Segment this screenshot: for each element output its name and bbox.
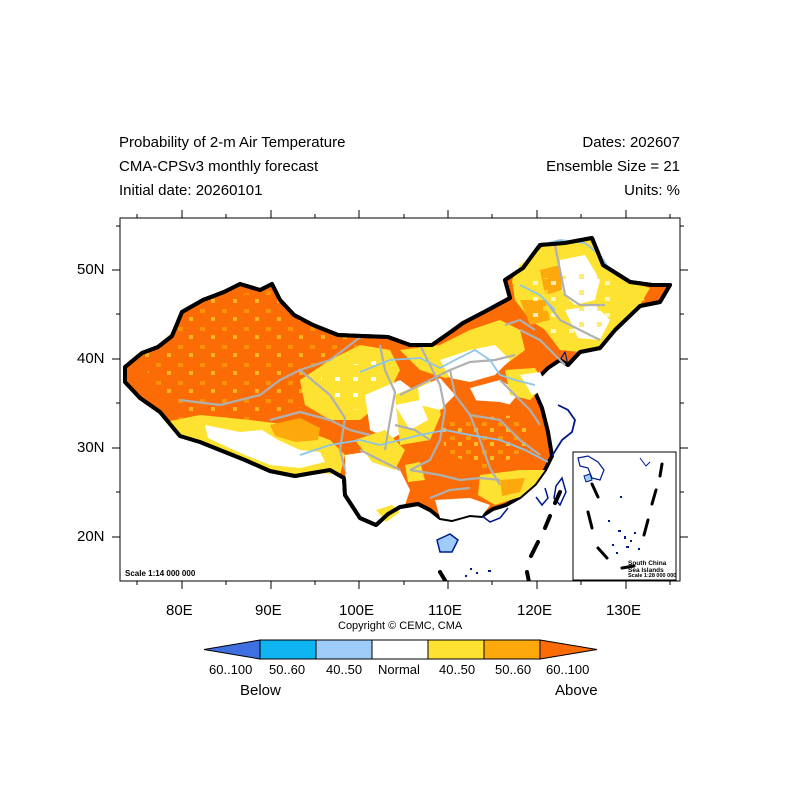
colorbar-box-2: [315, 639, 373, 660]
inset-label-line1: South China: [628, 560, 667, 567]
copyright-label: Copyright © CEMC, CMA: [338, 620, 463, 632]
province-boundaries: [179, 244, 605, 500]
colorbar-box-4: [427, 639, 485, 660]
legend-label-below-60-100: 60..100: [209, 662, 253, 677]
scale-label: Scale 1:14 000 000: [125, 569, 196, 578]
lon-label-120e: 120E: [517, 602, 553, 619]
map-content: [123, 236, 672, 581]
ensemble-size-label: Ensemble Size = 21: [546, 158, 680, 175]
dates-label: Dates: 202607: [582, 134, 680, 151]
lon-label-110e: 110E: [428, 602, 462, 619]
inset-scale-label: Scale 1:28 000 000: [628, 573, 677, 579]
units-label: Units: %: [624, 182, 680, 199]
legend-label-normal: Normal: [378, 662, 420, 677]
legend-label-below-40-50: 40..50: [326, 662, 363, 677]
colorbar-above-60-100: [539, 639, 598, 660]
legend-label-below-50-60: 50..60: [269, 662, 306, 677]
legend-above-label: Above: [555, 682, 598, 699]
nine-dash-line: [438, 490, 562, 581]
legend-below-label: Below: [240, 682, 281, 699]
colorbar-below-60-100: [203, 639, 261, 660]
lon-label-80e: 80E: [166, 602, 193, 619]
map-title-line1: Probability of 2-m Air Temperature: [119, 134, 346, 151]
lon-label-130e: 130E: [606, 602, 642, 619]
colorbar-box-3: [371, 639, 429, 660]
inset-label-line2: Sea Islands: [628, 567, 664, 574]
lat-label-20n: 20N: [77, 528, 105, 545]
small-islands: [465, 568, 491, 577]
legend-label-above-40-50: 40..50: [439, 662, 476, 677]
map-title-line2: CMA-CPSv3 monthly forecast: [119, 158, 319, 175]
lon-label-90e: 90E: [255, 602, 282, 619]
legend-label-above-60-100: 60..100: [546, 662, 590, 677]
axis-ticks: [112, 210, 688, 589]
lat-label-30n: 30N: [77, 439, 105, 456]
colorbar-box-1: [259, 639, 317, 660]
lat-label-40n: 40N: [77, 350, 105, 367]
map-title-line3: Initial date: 20260101: [119, 182, 263, 199]
inset-map: [577, 455, 664, 570]
legend-label-above-50-60: 50..60: [495, 662, 532, 677]
colorbar-box-5: [483, 639, 541, 660]
lon-label-100e: 100E: [339, 602, 375, 619]
colorbar: [203, 639, 598, 660]
lat-label-50n: 50N: [77, 261, 105, 278]
